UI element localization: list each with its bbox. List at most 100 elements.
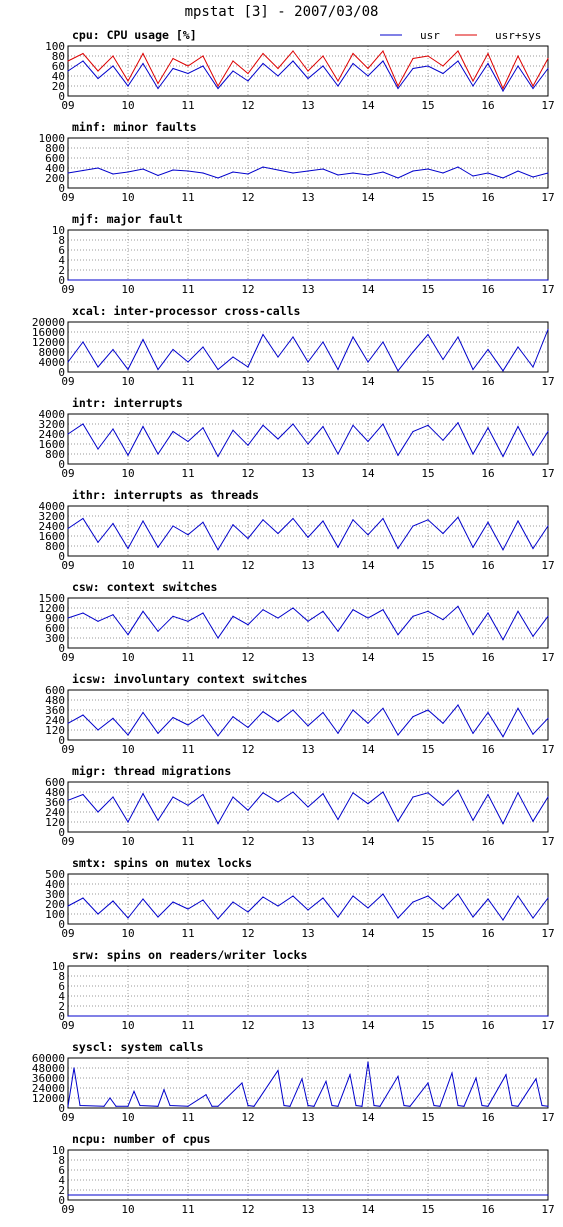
chart-icsw: icsw: involuntary context switches 012024…: [45, 672, 555, 756]
data-point: [487, 62, 489, 65]
x-tick-label: 15: [421, 1111, 434, 1124]
x-tick-label: 14: [361, 927, 375, 940]
data-point: [115, 1105, 117, 1107]
x-tick-label: 16: [481, 927, 494, 940]
data-point: [157, 453, 159, 455]
data-point: [82, 52, 84, 55]
x-tick-label: 12: [241, 467, 254, 480]
y-tick-label: 24000: [32, 1082, 65, 1095]
data-point: [547, 525, 549, 527]
data-point: [427, 709, 429, 711]
y-tick-label: 12000: [32, 1092, 65, 1105]
data-point: [82, 897, 84, 899]
y-tick-label: 6: [58, 980, 65, 993]
data-point: [517, 707, 519, 709]
x-tick-label: 09: [61, 191, 74, 204]
data-point: [457, 336, 459, 338]
data-point: [397, 820, 399, 822]
data-point: [517, 1105, 519, 1107]
data-point: [457, 516, 459, 518]
x-tick-label: 09: [61, 375, 74, 388]
x-tick-label: 14: [361, 835, 375, 848]
data-point: [487, 612, 489, 614]
data-point: [412, 901, 414, 903]
data-point: [202, 899, 204, 901]
y-tick-label: 4: [58, 1174, 65, 1187]
data-point: [82, 714, 84, 716]
data-point: [82, 169, 84, 172]
data-point: [535, 1078, 537, 1080]
data-point: [487, 1105, 489, 1107]
data-point: [112, 796, 114, 798]
y-tick-label: 0: [58, 826, 65, 839]
data-point: [292, 895, 294, 897]
data-point: [397, 454, 399, 456]
data-point: [517, 170, 519, 172]
data-point: [472, 85, 474, 87]
data-point: [427, 519, 429, 521]
x-tick-label: 15: [421, 467, 434, 480]
x-tick-label: 09: [61, 283, 74, 296]
x-tick-label: 10: [121, 927, 134, 940]
data-point: [277, 1069, 279, 1072]
y-tick-label: 480: [45, 786, 65, 799]
data-point: [247, 537, 249, 540]
x-tick-label: 11: [181, 559, 194, 572]
x-tick-label: 13: [301, 651, 314, 664]
data-point: [217, 918, 219, 920]
y-tick-label: 20000: [32, 316, 65, 329]
y-tick-label: 400: [45, 162, 65, 175]
data-point: [367, 803, 369, 805]
y-tick-label: 360: [45, 704, 65, 717]
data-point: [262, 62, 264, 65]
y-tick-label: 0: [58, 1102, 65, 1115]
data-point: [292, 709, 294, 711]
y-tick-label: 600: [45, 684, 65, 697]
data-point: [232, 901, 234, 903]
data-point: [202, 612, 204, 614]
data-point: [517, 65, 519, 67]
y-tick-label: 0: [58, 458, 65, 471]
data-point: [547, 1194, 549, 1196]
data-point: [247, 911, 249, 913]
x-tick-label: 11: [181, 1111, 194, 1124]
data-point: [457, 60, 459, 62]
data-point: [427, 1082, 429, 1084]
data-point: [292, 336, 294, 338]
data-point: [67, 527, 69, 530]
x-tick-label: 09: [61, 1019, 74, 1032]
data-point: [217, 85, 219, 87]
chart-title: migr: thread migrations: [72, 764, 231, 778]
data-point: [322, 55, 324, 57]
data-point: [172, 525, 174, 527]
data-point: [502, 549, 504, 551]
data-point: [277, 721, 279, 723]
data-point: [475, 1077, 477, 1079]
data-point: [322, 168, 324, 170]
data-point: [373, 1104, 375, 1107]
y-tick-label: 800: [45, 448, 65, 461]
data-point: [382, 893, 384, 895]
x-tick-label: 17: [541, 283, 554, 296]
data-point: [82, 517, 84, 520]
data-point: [142, 711, 144, 714]
data-point: [82, 341, 84, 343]
chart-title: xcal: inter-processor cross-calls: [72, 304, 300, 318]
chart-title: intr: interrupts: [72, 396, 183, 410]
x-tick-label: 09: [61, 99, 74, 112]
y-tick-label: 0: [58, 642, 65, 655]
x-tick-label: 09: [61, 927, 74, 940]
x-tick-label: 16: [481, 1203, 494, 1216]
data-point: [232, 429, 234, 431]
y-tick-label: 3200: [39, 418, 66, 431]
plot-frame: [67, 137, 549, 189]
data-point: [202, 793, 204, 796]
data-point: [547, 279, 549, 281]
x-tick-label: 15: [421, 99, 434, 112]
data-point: [547, 1105, 549, 1107]
data-point: [97, 913, 99, 915]
x-tick-label: 16: [481, 191, 494, 204]
x-tick-label: 17: [541, 1111, 554, 1124]
